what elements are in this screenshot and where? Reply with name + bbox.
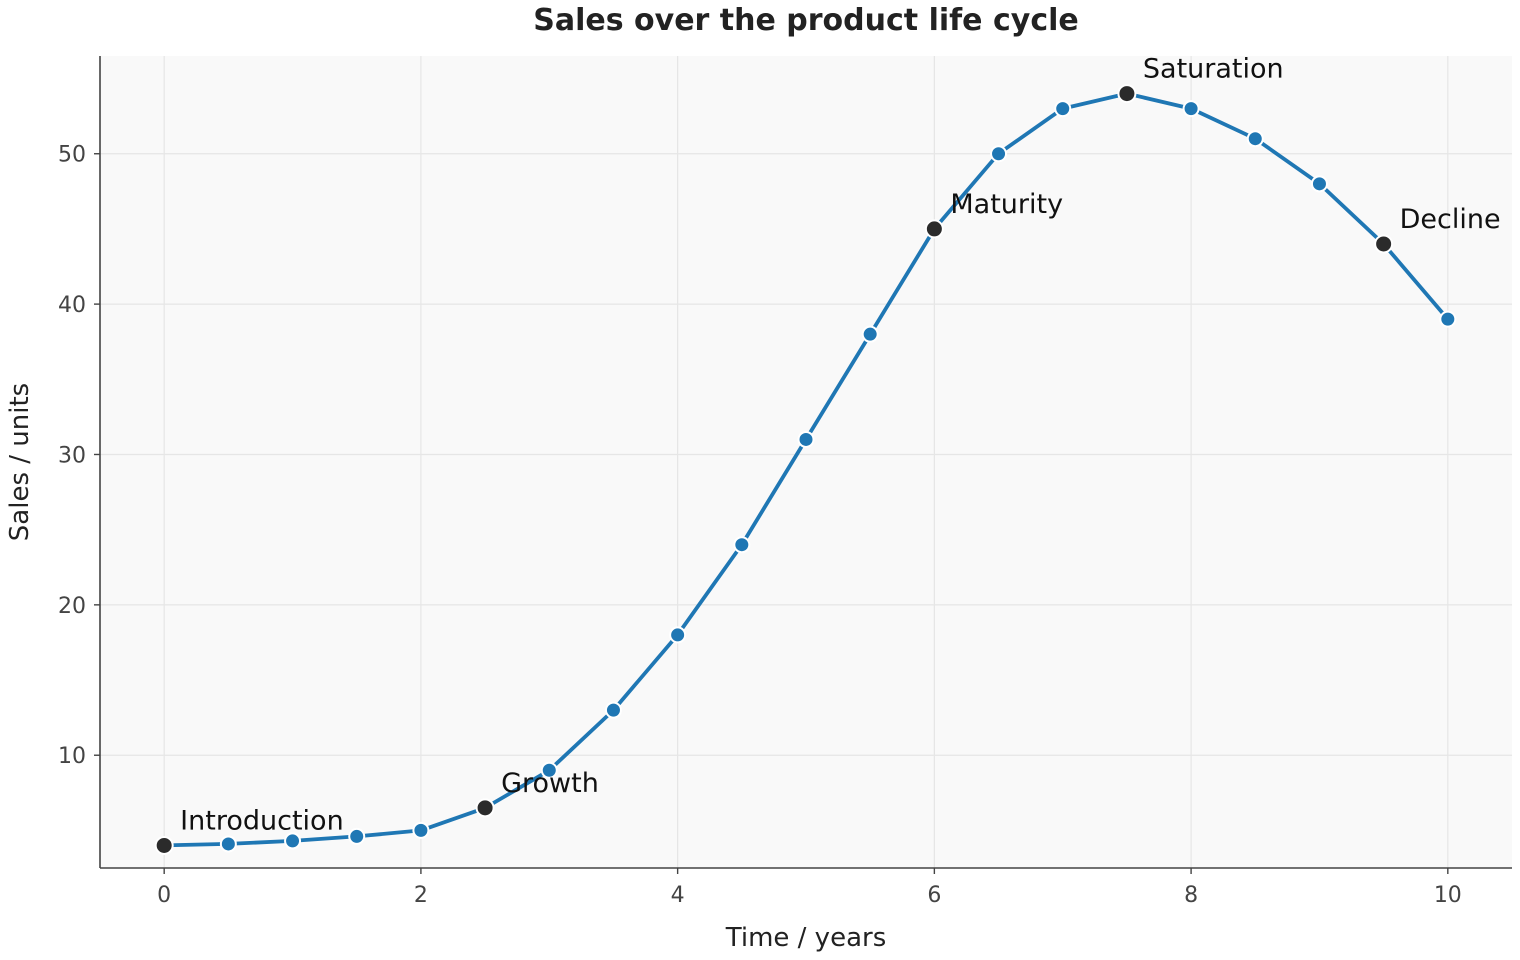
- milestone-point: [924, 219, 944, 239]
- x-tick-label: 4: [671, 883, 685, 908]
- y-tick-label: 10: [58, 744, 86, 769]
- x-tick-label: 8: [1184, 883, 1198, 908]
- annotation-label: Growth: [501, 768, 599, 799]
- data-point: [1439, 310, 1457, 328]
- y-tick-label: 20: [58, 594, 86, 619]
- data-point: [797, 430, 815, 448]
- x-tick-label: 10: [1434, 883, 1462, 908]
- annotation-label: Saturation: [1143, 54, 1284, 85]
- data-point: [540, 761, 558, 779]
- x-tick-label: 6: [927, 883, 941, 908]
- annotation-label: Maturity: [950, 189, 1063, 220]
- milestone-point: [1117, 84, 1137, 104]
- y-ticks: 10 20 30 40 50: [58, 143, 100, 769]
- y-tick-label: 50: [58, 143, 86, 168]
- annotation-label: Introduction: [180, 805, 344, 836]
- plot-area: [100, 56, 1512, 868]
- data-point: [284, 832, 302, 850]
- milestone-point: [1374, 234, 1394, 254]
- data-point: [1054, 100, 1072, 118]
- data-point: [669, 626, 687, 644]
- y-tick-label: 30: [58, 443, 86, 468]
- x-tick-label: 0: [157, 883, 171, 908]
- y-tick-label: 40: [58, 293, 86, 318]
- x-tick-label: 2: [414, 883, 428, 908]
- data-point: [604, 701, 622, 719]
- grid: [100, 56, 1512, 868]
- data-point: [348, 827, 366, 845]
- data-point: [733, 536, 751, 554]
- annotation-label: Decline: [1400, 204, 1501, 235]
- data-point: [1182, 100, 1200, 118]
- data-point: [1310, 175, 1328, 193]
- milestone-point: [475, 798, 495, 818]
- data-point: [412, 821, 430, 839]
- annotations: Introduction Growth Maturity Saturation Decl…: [154, 54, 1501, 855]
- data-point: [219, 835, 237, 853]
- data-point: [990, 145, 1008, 163]
- data-point: [1246, 130, 1264, 148]
- y-axis-label: Sales / units: [5, 383, 35, 541]
- data-point: [861, 325, 879, 343]
- milestone-point: [154, 835, 174, 855]
- chart-title: Sales over the product life cycle: [533, 3, 1078, 38]
- x-axis-label: Time / years: [725, 923, 886, 953]
- x-ticks: 0 2 4 6 8 10: [157, 868, 1462, 908]
